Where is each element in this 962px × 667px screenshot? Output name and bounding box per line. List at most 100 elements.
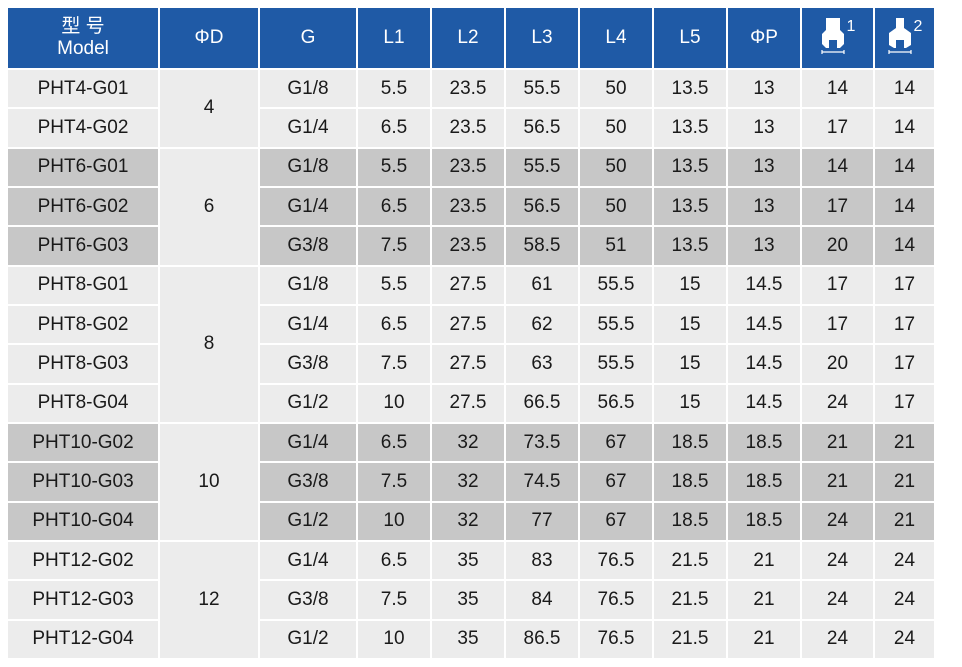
l1-cell: 7.5 (356, 579, 432, 621)
l2-cell: 35 (430, 579, 506, 621)
model-cell: PHT12-G03 (6, 579, 160, 621)
table-row: PHT12-G02 12 G1/4 6.5 35 83 76.5 21.5 21 24 24 (6, 539, 936, 661)
l1-cell: 10 (356, 618, 432, 661)
diameter-cell: 10 (158, 421, 260, 542)
w2-cell: 14 (873, 225, 936, 267)
l5-cell: 13.5 (652, 107, 728, 149)
diameter-cell: 6 (158, 146, 260, 267)
table-row: PHT10-G02 10 G1/4 6.5 32 73.5 67 18.5 18.5 21 21 (6, 421, 936, 542)
l5-cell: 18.5 (652, 500, 728, 542)
g-cell: G1/4 (258, 303, 358, 346)
w2-cell: 17 (873, 303, 936, 346)
l3-cell: 61 (504, 264, 580, 306)
header-thread: G (258, 6, 358, 70)
header-model-zh: 型 号 (61, 16, 105, 37)
l4-cell: 67 (578, 461, 654, 503)
header-phi-p: ΦP (726, 6, 802, 70)
table-row: PHT12-G04 G1/2 10 35 86.5 76.5 21.5 21 24 24 (6, 618, 936, 661)
l5-cell: 13.5 (652, 185, 728, 228)
p-cell: 13 (726, 146, 802, 188)
l4-cell: 50 (578, 107, 654, 149)
g-cell: G1/4 (258, 421, 358, 464)
l2-cell: 27.5 (430, 382, 506, 424)
w1-cell: 20 (800, 225, 875, 267)
w1-cell: 21 (800, 421, 875, 464)
l5-cell: 15 (652, 264, 728, 306)
w1-cell: 17 (800, 264, 875, 306)
wrench-1-index: 1 (846, 18, 856, 35)
w2-cell: 14 (873, 185, 936, 228)
l4-cell: 76.5 (578, 539, 654, 582)
w2-cell: 17 (873, 264, 936, 306)
model-cell: PHT4-G01 (6, 67, 160, 110)
w1-cell: 24 (800, 618, 875, 661)
l4-cell: 76.5 (578, 618, 654, 661)
l2-cell: 23.5 (430, 146, 506, 188)
w1-cell: 24 (800, 539, 875, 582)
p-cell: 18.5 (726, 500, 802, 542)
p-cell: 14.5 (726, 264, 802, 306)
l3-cell: 83 (504, 539, 580, 582)
l2-cell: 23.5 (430, 225, 506, 267)
header-diameter: ΦD (158, 6, 260, 70)
table-body: PHT4-G01 4 G1/8 5.5 23.5 55.5 50 13.5 13 14 14 PHT4… (6, 67, 936, 661)
l3-cell: 56.5 (504, 185, 580, 228)
header-wrench-1: 1 (800, 6, 875, 70)
model-cell: PHT10-G03 (6, 461, 160, 503)
p-cell: 13 (726, 107, 802, 149)
l1-cell: 5.5 (356, 67, 432, 110)
model-cell: PHT8-G02 (6, 303, 160, 346)
w1-cell: 21 (800, 461, 875, 503)
table-row: PHT6-G02 G1/4 6.5 23.5 56.5 50 13.5 13 17 14 (6, 185, 936, 228)
header-wrench-2: 2 (873, 6, 936, 70)
w2-cell: 21 (873, 500, 936, 542)
l2-cell: 27.5 (430, 303, 506, 346)
l5-cell: 21.5 (652, 539, 728, 582)
model-cell: PHT10-G02 (6, 421, 160, 464)
w2-cell: 21 (873, 421, 936, 464)
diameter-cell: 8 (158, 264, 260, 424)
g-cell: G3/8 (258, 579, 358, 621)
l1-cell: 6.5 (356, 185, 432, 228)
l1-cell: 6.5 (356, 539, 432, 582)
g-cell: G1/2 (258, 500, 358, 542)
model-cell: PHT12-G02 (6, 539, 160, 582)
w1-cell: 17 (800, 107, 875, 149)
w2-cell: 14 (873, 107, 936, 149)
l4-cell: 55.5 (578, 303, 654, 346)
g-cell: G1/4 (258, 107, 358, 149)
w1-cell: 24 (800, 382, 875, 424)
p-cell: 18.5 (726, 421, 802, 464)
model-cell: PHT4-G02 (6, 107, 160, 149)
l4-cell: 67 (578, 500, 654, 542)
wrench-flat-icon (820, 18, 845, 54)
wrench-2-index: 2 (913, 18, 923, 35)
l2-cell: 32 (430, 421, 506, 464)
g-cell: G1/2 (258, 382, 358, 424)
model-cell: PHT8-G01 (6, 264, 160, 306)
l5-cell: 18.5 (652, 461, 728, 503)
w2-cell: 21 (873, 461, 936, 503)
header-l4: L4 (578, 6, 654, 70)
w2-cell: 17 (873, 343, 936, 385)
l2-cell: 35 (430, 618, 506, 661)
model-cell: PHT6-G03 (6, 225, 160, 267)
l2-cell: 35 (430, 539, 506, 582)
table-row: PHT10-G03 G3/8 7.5 32 74.5 67 18.5 18.5 21 21 (6, 461, 936, 503)
l3-cell: 73.5 (504, 421, 580, 464)
l5-cell: 15 (652, 343, 728, 385)
g-cell: G1/4 (258, 539, 358, 582)
p-cell: 14.5 (726, 382, 802, 424)
model-cell: PHT6-G02 (6, 185, 160, 228)
l5-cell: 21.5 (652, 618, 728, 661)
w1-cell: 17 (800, 185, 875, 228)
table-row: PHT8-G01 8 G1/8 5.5 27.5 61 55.5 15 14.5 17 17 (6, 264, 936, 424)
header-l3: L3 (504, 6, 580, 70)
table-row: PHT4-G01 4 G1/8 5.5 23.5 55.5 50 13.5 13 14 14 (6, 67, 936, 149)
header-l1: L1 (356, 6, 432, 70)
l2-cell: 27.5 (430, 343, 506, 385)
p-cell: 14.5 (726, 343, 802, 385)
l2-cell: 23.5 (430, 107, 506, 149)
header-row: 型 号 Model ΦD G L1 L2 L3 L4 L5 ΦP 1 (6, 6, 936, 70)
header-l2: L2 (430, 6, 506, 70)
